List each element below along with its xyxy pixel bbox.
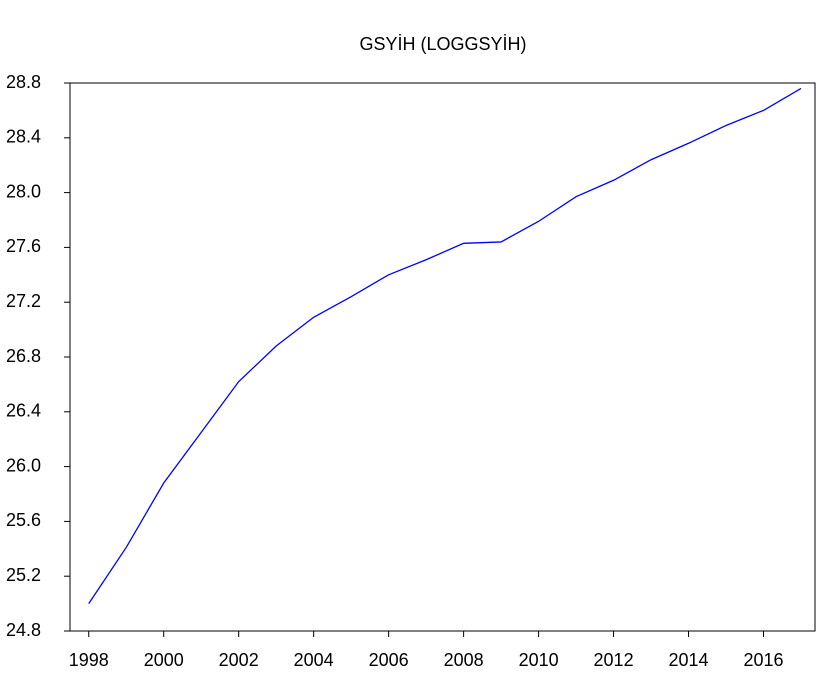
x-tick-label: 2006 (369, 650, 409, 670)
x-tick-label: 2012 (594, 650, 634, 670)
y-tick-label: 26.8 (6, 346, 41, 366)
series-line (88, 87, 802, 604)
y-tick-label: 25.2 (6, 565, 41, 585)
y-tick-label: 28.4 (6, 127, 41, 147)
x-tick-label: 1998 (69, 650, 109, 670)
x-tick-label: 2000 (144, 650, 184, 670)
y-tick-label: 26.0 (6, 455, 41, 475)
x-tick-label: 2008 (444, 650, 484, 670)
x-tick-label: 2014 (669, 650, 709, 670)
y-tick-label: 25.6 (6, 510, 41, 530)
y-tick-label: 27.2 (6, 291, 41, 311)
x-tick-label: 2002 (219, 650, 259, 670)
y-tick-label: 24.8 (6, 620, 41, 640)
x-tick-label: 2016 (743, 650, 783, 670)
y-tick-label: 27.6 (6, 236, 41, 256)
y-tick-label: 28.8 (6, 72, 41, 92)
y-tick-label: 28.0 (6, 181, 41, 201)
x-tick-label: 2010 (519, 650, 559, 670)
x-tick-label: 2004 (294, 650, 334, 670)
plot-frame (69, 82, 816, 632)
y-tick-label: 26.4 (6, 401, 41, 421)
chart-title: GSYİH (LOGGSYİH) (359, 34, 526, 54)
